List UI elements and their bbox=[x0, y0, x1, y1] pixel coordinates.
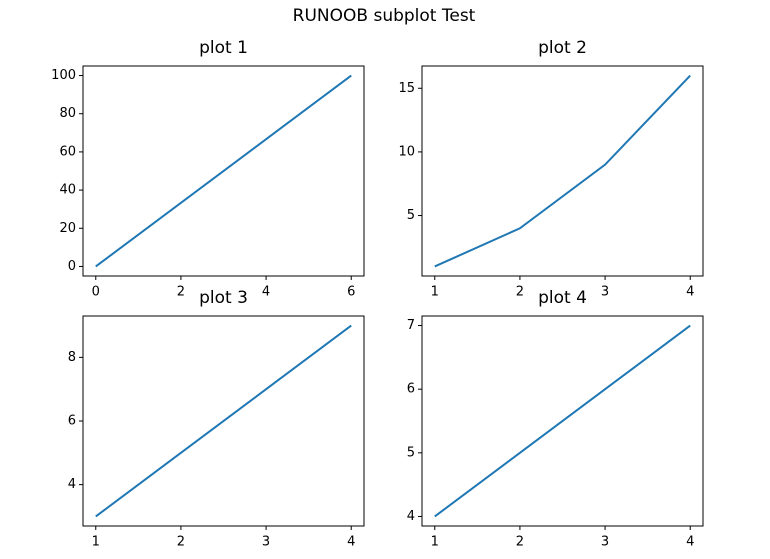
y-tick-label: 4 bbox=[68, 477, 76, 492]
figure-title: RUNOOB subplot Test bbox=[293, 6, 476, 26]
line bbox=[434, 74, 691, 268]
subplot-title: plot 1 bbox=[199, 38, 248, 58]
x-tick-label: 4 bbox=[262, 285, 270, 300]
x-tick-label: 4 bbox=[686, 535, 694, 550]
x-tick-label: 0 bbox=[92, 285, 100, 300]
y-tick-label: 0 bbox=[68, 259, 76, 274]
y-tick-label: 60 bbox=[59, 144, 76, 159]
y-tick-label: 8 bbox=[68, 350, 76, 365]
line bbox=[95, 74, 352, 268]
y-tick-label: 15 bbox=[398, 81, 415, 96]
y-tick-label: 80 bbox=[59, 106, 76, 121]
axes-frame bbox=[82, 65, 365, 277]
y-tick-label: 6 bbox=[407, 382, 415, 397]
y-tick-label: 5 bbox=[407, 445, 415, 460]
line bbox=[95, 324, 352, 518]
x-tick-label: 3 bbox=[601, 285, 609, 300]
y-tick-label: 20 bbox=[59, 221, 76, 236]
y-tick-label: 100 bbox=[51, 68, 76, 83]
x-tick-label: 2 bbox=[177, 535, 185, 550]
subplot-title: plot 3 bbox=[199, 288, 248, 308]
x-tick-label: 1 bbox=[431, 285, 439, 300]
x-tick-label: 4 bbox=[686, 285, 694, 300]
x-tick-label: 6 bbox=[347, 285, 355, 300]
x-tick-label: 1 bbox=[431, 535, 439, 550]
y-tick-label: 40 bbox=[59, 183, 76, 198]
x-tick-label: 2 bbox=[177, 285, 185, 300]
y-tick-label: 7 bbox=[407, 318, 415, 333]
y-tick-label: 4 bbox=[407, 509, 415, 524]
x-tick-label: 1 bbox=[92, 535, 100, 550]
x-tick-label: 4 bbox=[347, 535, 355, 550]
x-tick-label: 2 bbox=[516, 535, 524, 550]
subplot-title: plot 4 bbox=[538, 288, 587, 308]
x-tick-label: 2 bbox=[516, 285, 524, 300]
y-tick-label: 5 bbox=[407, 208, 415, 223]
axes-frame bbox=[82, 315, 365, 527]
x-tick-label: 3 bbox=[262, 535, 270, 550]
y-tick-label: 6 bbox=[68, 414, 76, 429]
subplot-title: plot 2 bbox=[538, 38, 587, 58]
line bbox=[434, 324, 691, 518]
axes-frame bbox=[421, 65, 704, 277]
axes-frame bbox=[421, 315, 704, 527]
x-tick-label: 3 bbox=[601, 535, 609, 550]
y-tick-label: 10 bbox=[398, 144, 415, 159]
